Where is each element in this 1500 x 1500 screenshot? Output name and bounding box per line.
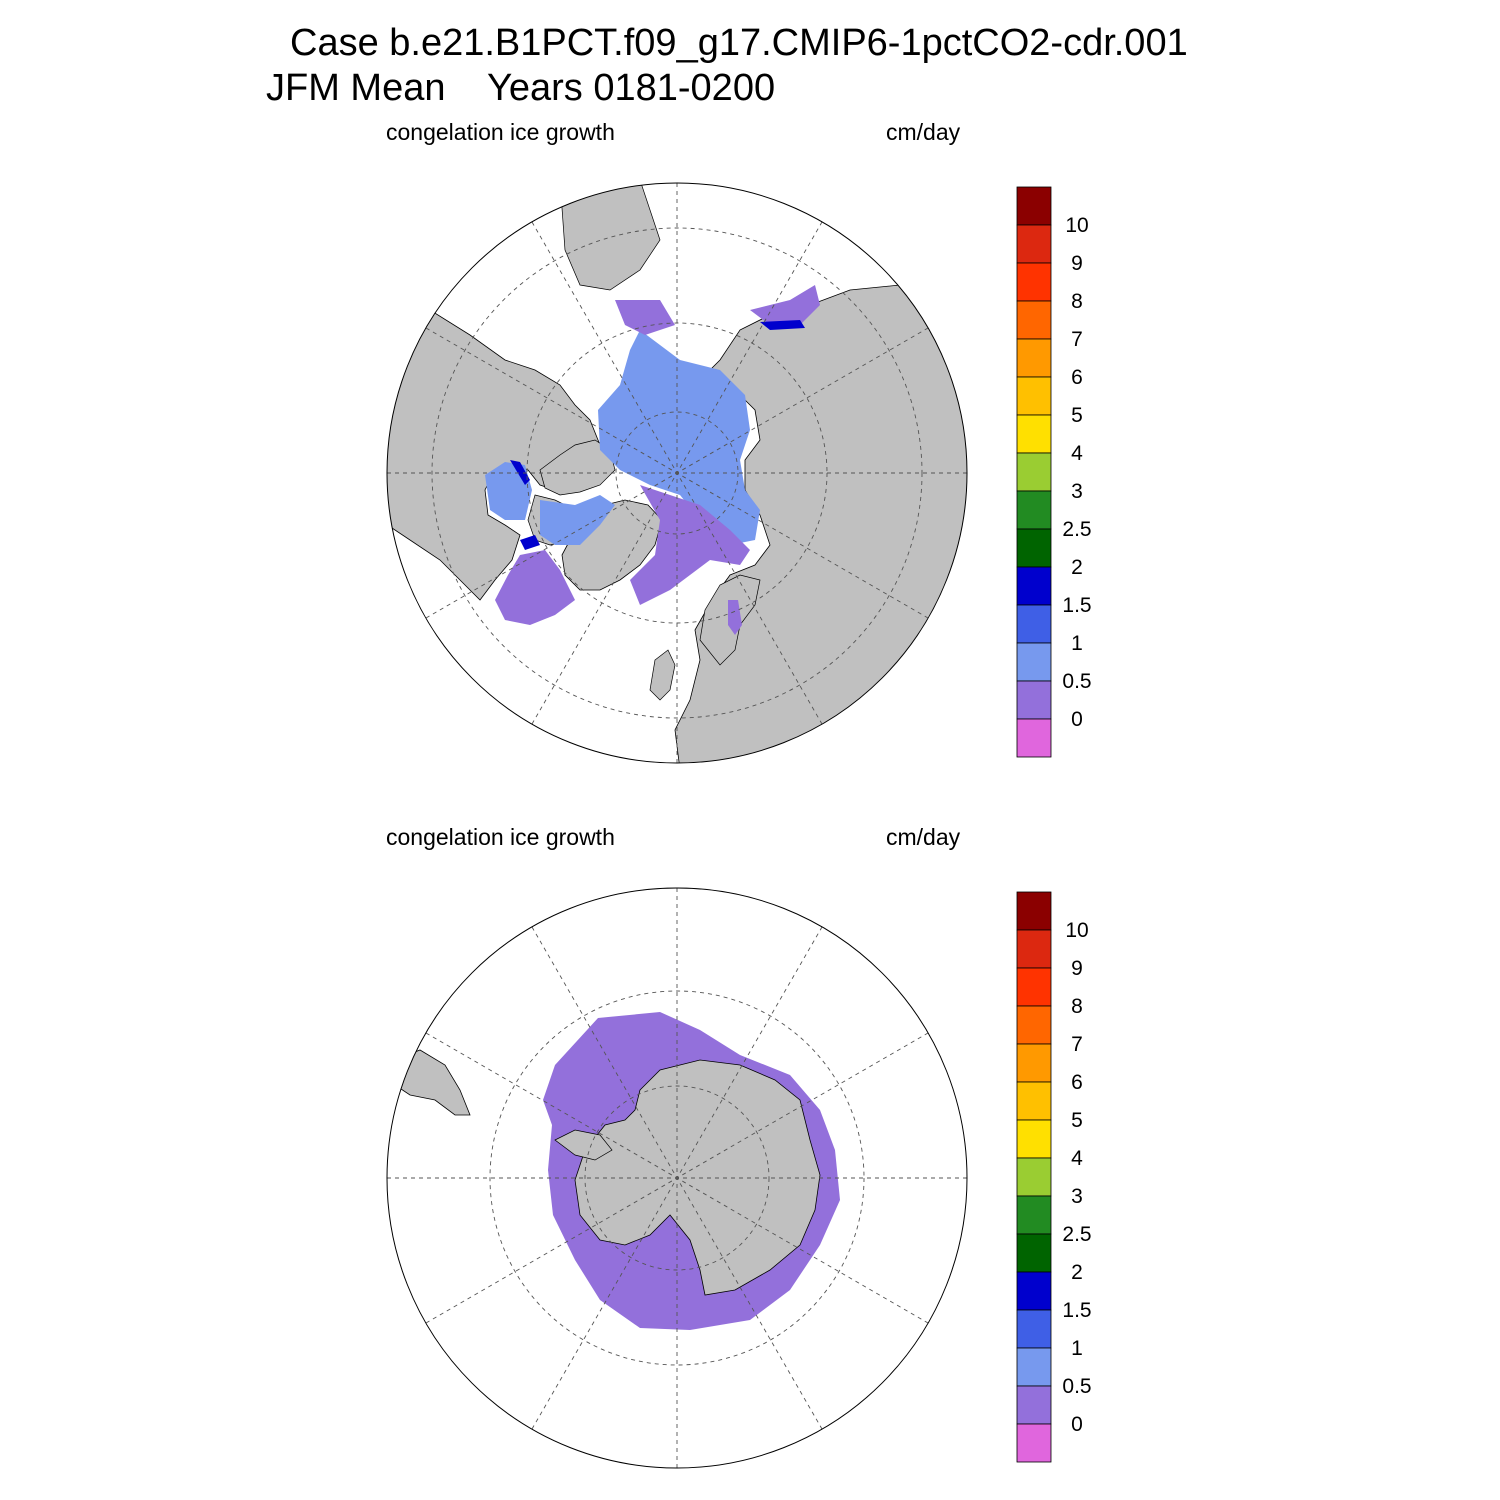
north-colorbar-swatch [1016,186,1052,226]
south-polar-map [386,887,968,1469]
canadian-archipelago-land [539,439,616,496]
north-colorbar-swatch [1016,490,1052,530]
north-colorbar-swatch [1016,566,1052,606]
south-colorbar-swatch [1016,1309,1052,1349]
north-colorbar-swatch [1016,300,1052,340]
north-colorbar-swatch [1016,642,1052,682]
chukotka-land [559,183,661,291]
figure-title-period: JFM Mean Years 0181-0200 [266,67,776,109]
north-graticule [387,183,967,763]
north-colorbar-swatch [1016,262,1052,302]
north-colorbar-swatch [1016,680,1052,720]
north-colorbar-swatch [1016,718,1052,758]
north-colorbar-tick-label: 2.5 [1062,518,1091,541]
north-colorbar-tick-label: 10 [1065,214,1088,237]
baffin-ice-growth-1.5-2 [510,460,530,485]
south-colorbar-swatch [1016,1119,1052,1159]
north-colorbar-tick-label: 6 [1071,366,1083,389]
south-colorbar-tick-label: 1.5 [1062,1299,1091,1322]
south-colorbar-tick-label: 9 [1071,957,1083,980]
south-map-content [387,888,967,1468]
south-colorbar-tick-label: 6 [1071,1071,1083,1094]
north-colorbar-tick-label: 7 [1071,328,1083,351]
south-colorbar-swatch [1016,1005,1052,1045]
baltic-ice-growth-0-0.5 [728,600,742,635]
south-colorbar: 10 9 8 7 6 5 4 3 2.5 2 1.5 1 0.5 0 [1016,891,1092,1463]
north-colorbar-swatch [1016,376,1052,416]
north-panel-variable-label: congelation ice growth [386,119,615,145]
south-graticule [387,888,967,1468]
north-colorbar-swatch [1016,452,1052,492]
nordic-sea-ice-growth-0-0.5 [630,485,750,605]
south-colorbar-swatch [1016,1233,1052,1273]
labrador-sea-ice-growth-0-0.5 [495,550,575,625]
south-colorbar-swatch [1016,1043,1052,1083]
north-colorbar-tick-label: 8 [1071,290,1083,313]
north-colorbar-tick-label: 0 [1071,708,1083,731]
north-colorbar-tick-label: 9 [1071,252,1083,275]
south-colorbar-tick-label: 8 [1071,995,1083,1018]
north-colorbar-tick-label: 1.5 [1062,594,1091,617]
north-colorbar-tick-label: 2 [1071,556,1083,579]
south-colorbar-swatch [1016,1081,1052,1121]
south-colorbar-swatch [1016,929,1052,969]
south-colorbar-tick-label: 2.5 [1062,1223,1091,1246]
north-colorbar-tick-label: 4 [1071,442,1083,465]
north-colorbar-tick-label: 0.5 [1062,670,1091,693]
south-colorbar-tick-label: 4 [1071,1147,1083,1170]
south-colorbar-tick-label: 7 [1071,1033,1083,1056]
figure-title-case: Case b.e21.B1PCT.f09_g17.CMIP6-1pctCO2-c… [290,22,1188,64]
south-colorbar-swatch [1016,1423,1052,1463]
south-panel-variable-label: congelation ice growth [386,824,615,850]
north-colorbar-swatch [1016,528,1052,568]
north-polar-map [386,182,968,764]
north-map-border [386,182,968,764]
labrador-ice-growth-0.5-1 [540,495,615,545]
south-colorbar-tick-label: 0 [1071,1413,1083,1436]
north-colorbar: 10 9 8 7 6 5 4 3 2.5 2 1.5 1 0.5 0 [1016,186,1092,758]
north-colorbar-swatch [1016,338,1052,378]
south-colorbar-swatch [1016,891,1052,931]
south-colorbar-tick-label: 10 [1065,919,1088,942]
south-colorbar-swatch [1016,1157,1052,1197]
south-colorbar-swatch [1016,1385,1052,1425]
arctic-ice-growth-0.5-1 [598,330,760,545]
antarctic-peninsula-land [554,1129,613,1161]
south-colorbar-swatch [1016,967,1052,1007]
south-colorbar-tick-label: 5 [1071,1109,1083,1132]
okhotsk-ice-growth-0-0.5 [750,285,820,325]
north-colorbar-swatch [1016,224,1052,264]
south-america-land [394,1049,471,1116]
okhotsk-ice-growth-1.5-2 [760,320,805,330]
south-colorbar-tick-label: 1 [1071,1337,1083,1360]
south-colorbar-tick-label: 2 [1071,1261,1083,1284]
british-isles-land [649,649,676,701]
north-colorbar-swatch [1016,414,1052,454]
south-colorbar-tick-label: 3 [1071,1185,1083,1208]
north-colorbar-swatch [1016,604,1052,644]
baffin-bay-ice-growth-0.5-1 [485,462,532,520]
north-panel-units-label: cm/day [886,119,961,145]
hudson-ice-growth-1.5-2 [520,535,540,550]
north-colorbar-tick-label: 1 [1071,632,1083,655]
south-colorbar-swatch [1016,1347,1052,1387]
bering-ice-growth-0-0.5 [615,300,675,335]
south-colorbar-swatch [1016,1271,1052,1311]
south-panel-units-label: cm/day [886,824,961,850]
north-colorbar-tick-label: 3 [1071,480,1083,503]
south-colorbar-swatch [1016,1195,1052,1235]
south-map-border [386,887,968,1469]
north-colorbar-tick-label: 5 [1071,404,1083,427]
south-colorbar-tick-label: 0.5 [1062,1375,1091,1398]
